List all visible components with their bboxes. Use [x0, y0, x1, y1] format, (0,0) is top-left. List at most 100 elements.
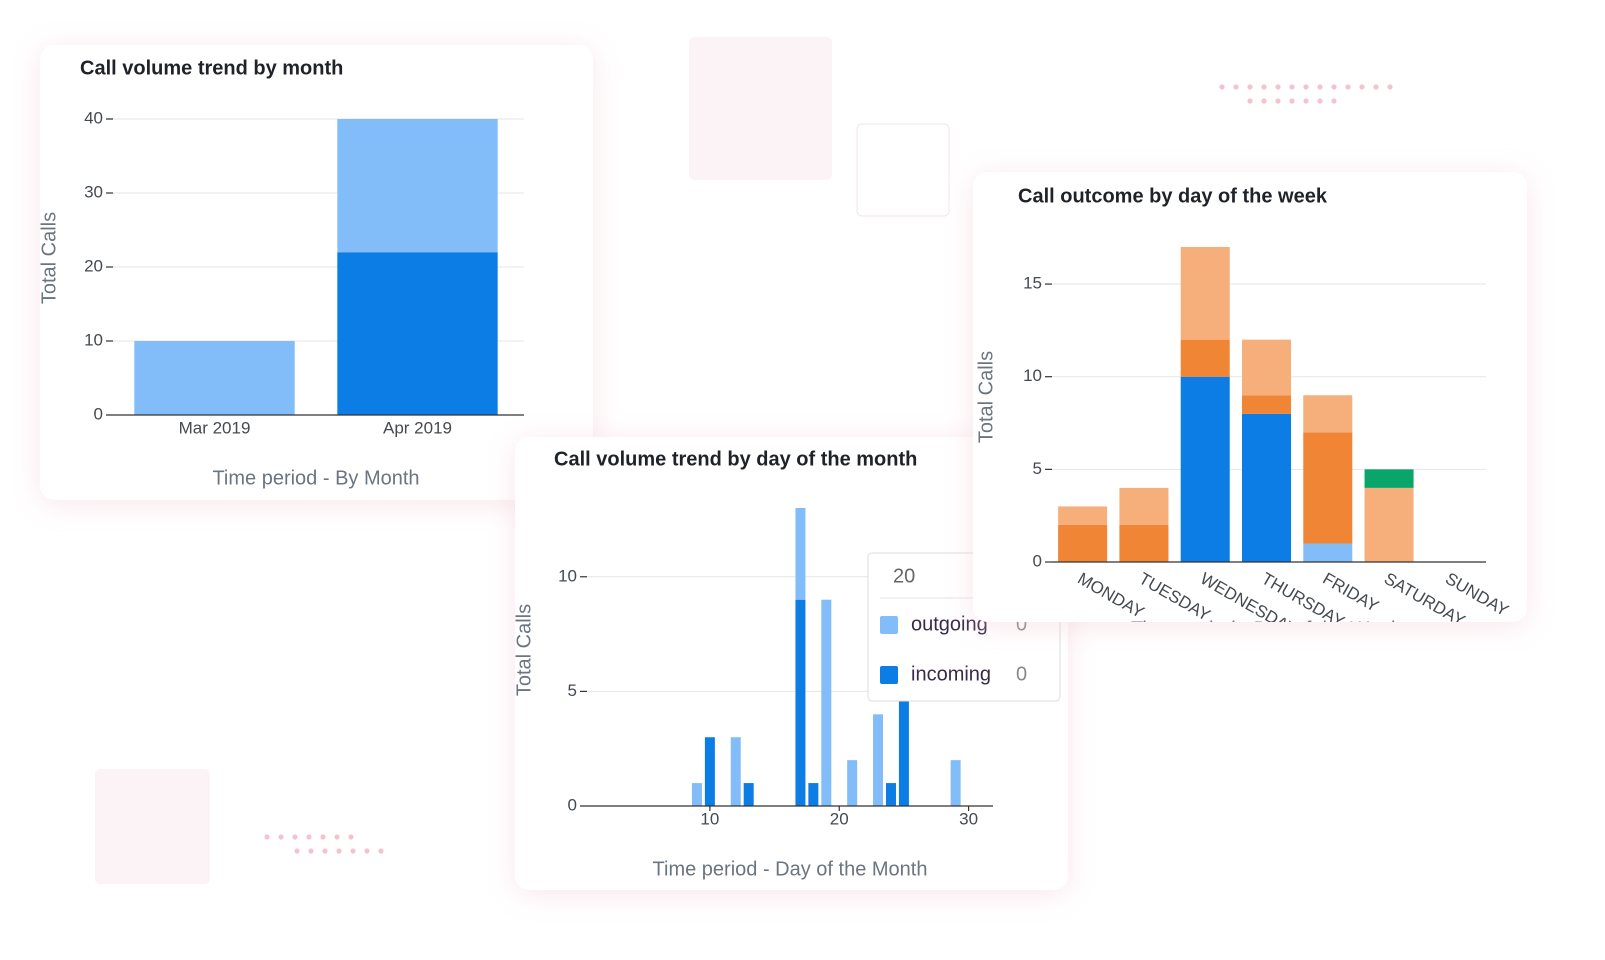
x-tick-label: 30 — [959, 809, 978, 828]
deco-dot — [292, 834, 298, 840]
y-tick-label: 15 — [1023, 274, 1042, 293]
deco-dot — [308, 848, 314, 854]
deco-square — [856, 123, 950, 217]
deco-dot — [264, 834, 270, 840]
deco-square — [689, 37, 832, 180]
y-tick-label: 0 — [568, 795, 577, 814]
deco-dot — [1345, 84, 1351, 90]
deco-dot — [1331, 98, 1337, 104]
bar-segment — [950, 760, 961, 806]
bar-segment — [1180, 339, 1230, 377]
deco-dot — [1303, 98, 1309, 104]
bar-segment — [1180, 247, 1230, 340]
bar-segment — [1119, 487, 1169, 525]
tooltip-title: 20 — [893, 565, 915, 587]
chart-title: Call outcome by day of the week — [1018, 185, 1328, 207]
deco-dot — [364, 848, 370, 854]
card — [515, 437, 1068, 890]
bar-segment — [1303, 395, 1353, 433]
deco-dot — [334, 834, 340, 840]
card — [40, 45, 593, 500]
deco-dot — [320, 834, 326, 840]
x-axis-label: Time period - Day of the Week — [1131, 618, 1402, 640]
y-tick-label: 0 — [94, 404, 103, 423]
bar-segment — [337, 252, 498, 415]
x-tick-label: 10 — [700, 809, 719, 828]
bar-segment — [743, 783, 754, 806]
y-tick-label: 0 — [1033, 551, 1042, 570]
bar-segment — [808, 783, 819, 806]
x-tick-label: Apr 2019 — [383, 418, 452, 437]
deco-dot — [336, 848, 342, 854]
card-day-of-month: Call volume trend by day of the month Tot… — [513, 437, 1068, 890]
tooltip-value: 0 — [1016, 663, 1027, 685]
tooltip-value: 0 — [1016, 613, 1027, 635]
bar-segment — [1303, 432, 1353, 544]
chart-title: Call volume trend by day of the month — [554, 448, 917, 470]
bar-segment — [873, 714, 884, 806]
deco-square — [95, 769, 210, 884]
tooltip-series-name: outgoing — [911, 613, 988, 635]
deco-dot — [1261, 84, 1267, 90]
deco-dot — [278, 834, 284, 840]
bar-segment — [1241, 339, 1292, 396]
deco-dot — [1317, 98, 1323, 104]
card-content: Call volume trend by day of the month Tot… — [513, 448, 993, 880]
y-tick-label: 5 — [1033, 459, 1042, 478]
card-month: Call volume trend by month Total Calls Tim… — [38, 45, 593, 500]
y-tick-label: 10 — [558, 566, 577, 585]
deco-dot — [1289, 98, 1295, 104]
x-axis-label: Time period - By Month — [212, 467, 419, 489]
y-tick-label: 10 — [84, 330, 103, 349]
x-tick-label: Mar 2019 — [179, 418, 251, 437]
deco-dot — [1373, 84, 1379, 90]
y-axis-label: Total Calls — [975, 351, 997, 443]
deco-dot — [348, 834, 354, 840]
deco-dot — [1219, 84, 1225, 90]
bar-segment — [1119, 524, 1169, 562]
bar-segment — [691, 783, 702, 806]
y-tick-label: 40 — [84, 108, 103, 127]
bar-segment — [1241, 395, 1292, 414]
deco-dot — [378, 848, 384, 854]
deco-dot — [1331, 84, 1337, 90]
y-tick-label: 5 — [568, 681, 577, 700]
bar-segment — [898, 691, 909, 806]
bar-segment — [1303, 543, 1353, 562]
bar-segment — [847, 760, 858, 806]
deco-dot — [306, 834, 312, 840]
bar-segment — [1364, 487, 1414, 562]
deco-dot — [1233, 84, 1239, 90]
deco-dot — [1317, 84, 1323, 90]
y-axis-label: Total Calls — [38, 212, 60, 304]
deco-dot — [1247, 84, 1253, 90]
card-content: Call volume trend by month Total Calls Tim… — [38, 57, 524, 489]
x-tick-label: 20 — [830, 809, 849, 828]
bar-segment — [795, 599, 806, 806]
deco-dot — [1289, 84, 1295, 90]
deco-dot — [350, 848, 356, 854]
y-axis-label: Total Calls — [513, 604, 535, 696]
bar-segment — [1058, 524, 1108, 562]
deco-dot — [1359, 84, 1365, 90]
card-day-of-week: Call outcome by day of the week Total Cal… — [973, 172, 1527, 640]
bar-segment — [1364, 469, 1414, 488]
deco-dot — [1247, 98, 1253, 104]
deco-dots — [264, 84, 1393, 854]
y-tick-label: 30 — [84, 182, 103, 201]
deco-dot — [1275, 98, 1281, 104]
chart-title: Call volume trend by month — [80, 57, 343, 79]
deco-dot — [1303, 84, 1309, 90]
deco-dot — [294, 848, 300, 854]
deco-dot — [1387, 84, 1393, 90]
bar-segment — [134, 341, 295, 415]
bar-segment — [337, 119, 498, 253]
tooltip-swatch — [880, 616, 898, 634]
deco-dot — [322, 848, 328, 854]
bar-segment — [795, 508, 806, 600]
bar-segment — [1241, 413, 1292, 562]
deco-dot — [1261, 98, 1267, 104]
x-axis-label: Time period - Day of the Month — [653, 858, 928, 880]
